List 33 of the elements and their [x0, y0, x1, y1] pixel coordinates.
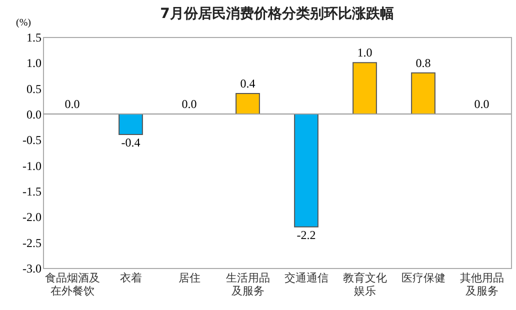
y-tick-label: -1.0: [22, 158, 42, 173]
y-tick-label: -3.0: [22, 262, 42, 276]
bar: [236, 92, 260, 114]
x-tick-label: 医疗保健: [401, 272, 446, 284]
data-label: -0.4: [121, 136, 140, 150]
x-tick-label: 交通通信: [284, 272, 328, 284]
chart-title: 7月份居民消费价格分类别环比涨跌幅: [160, 6, 394, 22]
data-label: 0.0: [182, 97, 197, 111]
x-tick-label: 教育文化娱乐: [342, 272, 387, 298]
bar: [411, 72, 436, 114]
y-tick-label: -2.5: [22, 236, 42, 250]
x-tick-label: 生活用品及服务: [226, 272, 270, 298]
y-tick-label: 1.5: [26, 30, 42, 44]
y-tick-label: -1.5: [22, 184, 42, 198]
bar: [118, 114, 143, 136]
y-tick-label: -0.5: [22, 133, 42, 148]
data-label: 0.8: [416, 56, 431, 70]
y-tick-label: 0.5: [26, 82, 42, 96]
x-tick-label: 衣着: [120, 272, 142, 284]
x-tick-label: 居住: [178, 272, 200, 284]
data-label: 0.0: [474, 97, 490, 111]
y-tick-label: 0.0: [26, 108, 42, 122]
data-label: 0.4: [240, 76, 256, 90]
bar: [294, 114, 318, 228]
data-label: 1.0: [357, 46, 372, 60]
bar: [352, 62, 377, 114]
y-axis-title: (%): [16, 18, 31, 28]
x-tick-label: 食品烟酒及在外餐饮: [44, 272, 100, 298]
y-tick-label: -2.0: [22, 210, 42, 224]
x-tick-label: 其他用品及服务: [460, 272, 504, 298]
data-label: 0.0: [64, 97, 80, 111]
y-tick-label: 1.0: [26, 56, 42, 70]
data-label: -2.2: [296, 228, 316, 242]
